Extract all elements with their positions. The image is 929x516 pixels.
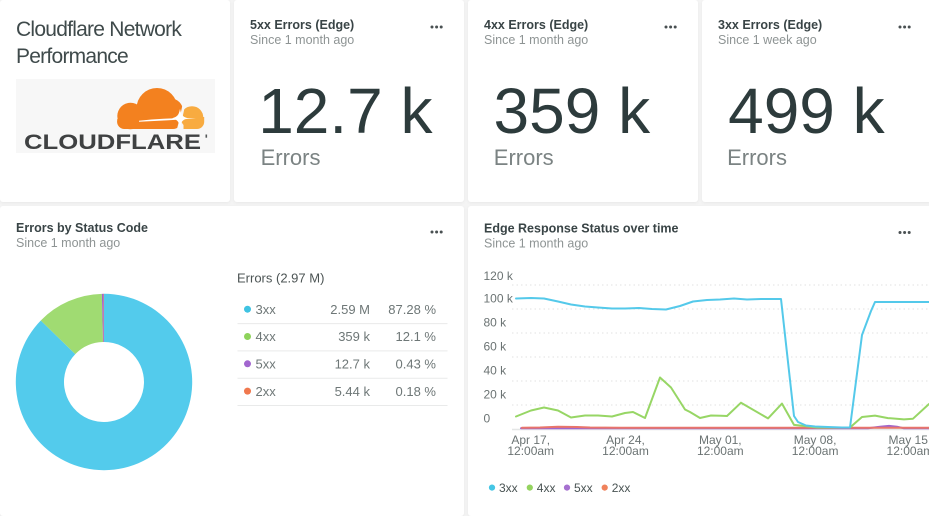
svg-text:12:00am: 12:00am [792,444,839,458]
svg-text:4xx: 4xx [256,329,277,344]
svg-text:12:00am: 12:00am [602,444,649,458]
svg-text:40 k: 40 k [484,364,508,378]
svg-text:5.44 k: 5.44 k [335,384,371,399]
svg-text:80 k: 80 k [484,316,508,330]
svg-text:5xx: 5xx [256,357,277,372]
svg-text:2.59 M: 2.59 M [330,302,370,317]
svg-text:May 08,: May 08, [794,433,837,447]
svg-text:May 01,: May 01, [699,433,742,447]
svg-text:Apr 17,: Apr 17, [511,433,550,447]
svg-text:12.1 %: 12.1 % [396,329,437,344]
svg-text:12:00am: 12:00am [887,444,929,458]
svg-text:120 k: 120 k [484,269,514,283]
svg-text:Edge Response Status over time: Edge Response Status over time [484,222,679,236]
svg-text:12:00am: 12:00am [507,444,554,458]
svg-text:0.18 %: 0.18 % [396,384,437,399]
svg-text:0: 0 [484,412,491,426]
svg-text:12.7 k: 12.7 k [335,357,371,372]
svg-text:3xx: 3xx [499,481,518,495]
svg-text:4xx: 4xx [537,481,556,495]
svg-text:0.43 %: 0.43 % [396,357,437,372]
svg-text:3xx: 3xx [256,302,277,317]
svg-text:Since 1 month ago: Since 1 month ago [484,237,588,251]
svg-text:100 k: 100 k [484,292,514,306]
svg-text:20 k: 20 k [484,388,508,402]
svg-text:Errors (2.97 M): Errors (2.97 M) [237,271,324,286]
svg-text:12:00am: 12:00am [697,444,744,458]
svg-text:359 k: 359 k [338,329,370,344]
svg-text:2xx: 2xx [256,384,277,399]
svg-text:May 15,: May 15, [889,433,929,447]
svg-text:60 k: 60 k [484,340,508,354]
svg-text:2xx: 2xx [612,481,631,495]
svg-text:Apr 24,: Apr 24, [606,433,645,447]
svg-text:5xx: 5xx [574,481,593,495]
svg-text:CLOUDFLARE: CLOUDFLARE [24,131,201,153]
svg-text:87.28 %: 87.28 % [388,302,436,317]
